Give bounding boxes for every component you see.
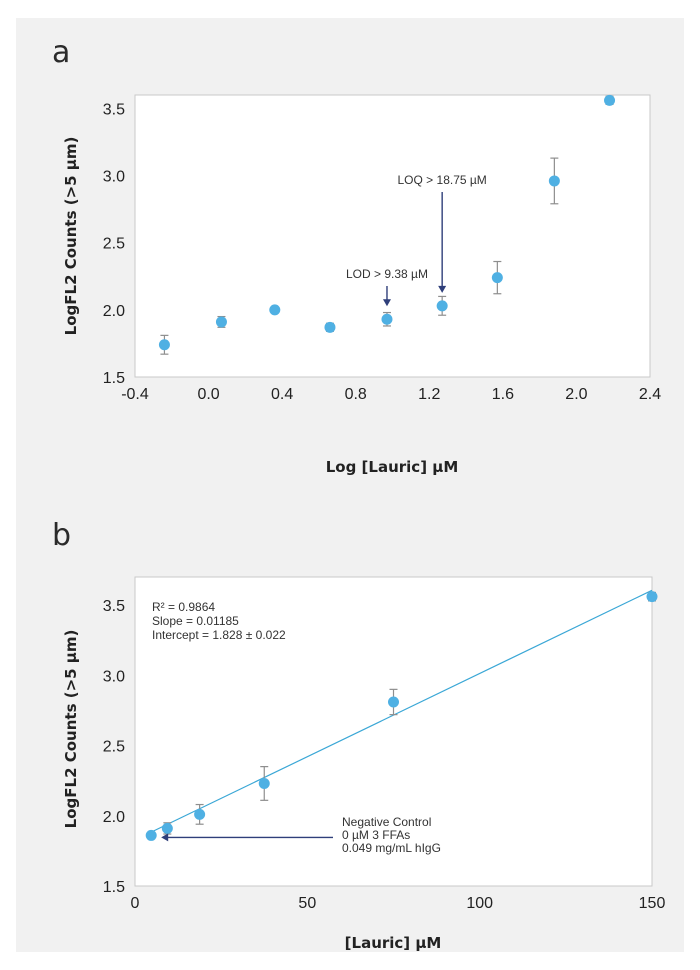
panel-b-y-axis-title: LogFL2 Counts (>5 µm) [62,630,80,829]
panel-b-fit-line [150,589,653,833]
y-tick-label: 1.5 [103,879,125,896]
annotation-arrowhead [161,833,169,842]
data-point [324,321,336,333]
panel-a-y-axis-title: LogFL2 Counts (>5 µm) [62,137,80,336]
data-point [194,808,206,820]
data-point [388,696,399,708]
annotation-arrowhead [438,285,447,293]
data-point [269,304,281,316]
annotation-label: 0.049 mg/mL hIgG [342,841,441,855]
x-tick-label: 1.2 [418,386,440,403]
panel-b-points [145,591,658,841]
y-tick-label: 3.0 [103,169,125,186]
panel-b-plot-area [134,576,653,887]
x-tick-label: 0.4 [271,386,293,403]
panel-a-x-axis-title: Log [Lauric] µM [326,458,459,476]
x-tick-label: 0.8 [345,386,367,403]
panel-b-x-ticks: 0 50 100 150 [131,895,666,912]
data-point [215,316,227,328]
panel-a-x-ticks: -0.4 0.0 0.4 0.8 1.2 1.6 2.0 2.4 [121,386,661,403]
annotation-arrowhead [382,299,391,307]
regression-stat-line: Intercept = 1.828 ± 0.022 [152,628,286,642]
y-tick-label: 1.5 [103,370,125,387]
panel-a-y-ticks: 1.5 2.0 2.5 3.0 3.5 [103,101,125,387]
panel-b-x-axis-title: [Lauric] µM [345,934,442,952]
annotation-label: Negative Control [342,815,431,829]
regression-stat-line: R² = 0.9864 [152,600,215,614]
panel-b-letter: b [52,518,71,553]
trend-line [150,589,653,833]
panel-a-annotations: LOD > 9.38 µM LOQ > 18.75 µM [346,173,487,307]
x-tick-label: 0 [131,895,140,912]
x-tick-label: 0.0 [197,386,219,403]
x-tick-label: 100 [466,895,493,912]
x-tick-label: -0.4 [121,386,149,403]
x-tick-label: 50 [298,895,316,912]
data-point [646,591,658,603]
annotation-label: LOQ > 18.75 µM [398,173,487,187]
x-tick-label: 2.4 [639,386,661,403]
annotation-label: 0 µM 3 FFAs [342,828,410,842]
panel-a-points [158,94,616,351]
panel-a-plot-area [134,94,651,378]
data-point [258,777,270,789]
x-tick-label: 2.0 [565,386,587,403]
data-point [491,272,503,284]
panel-a: a 1.5 2.0 2.5 3.0 3.5 -0.4 0.0 0.4 0.8 1.2 1.6 2.0… [52,35,661,476]
y-tick-label: 2.5 [103,739,125,756]
y-tick-label: 2.0 [103,809,125,826]
panel-b-y-ticks: 1.5 2.0 2.5 3.0 3.5 [103,598,125,896]
y-tick-label: 2.5 [103,236,125,253]
data-point [436,300,448,312]
x-tick-label: 150 [639,895,666,912]
x-tick-label: 1.6 [492,386,514,403]
data-point [381,313,393,325]
data-point [604,94,616,106]
regression-stat-line: Slope = 0.01185 [152,614,239,628]
annotation-label: LOD > 9.38 µM [346,267,428,281]
panel-a-letter: a [52,35,70,70]
y-tick-label: 3.5 [103,598,125,615]
data-point [158,339,170,351]
panel-b: b 1.5 2.0 2.5 3.0 3.5 0 50 100 150 R² = 0.9864S… [52,518,665,952]
y-tick-label: 2.0 [103,303,125,320]
data-point [548,175,560,187]
y-tick-label: 3.5 [103,101,125,118]
y-tick-label: 3.0 [103,668,125,685]
data-point [145,829,157,841]
data-point [161,822,173,834]
